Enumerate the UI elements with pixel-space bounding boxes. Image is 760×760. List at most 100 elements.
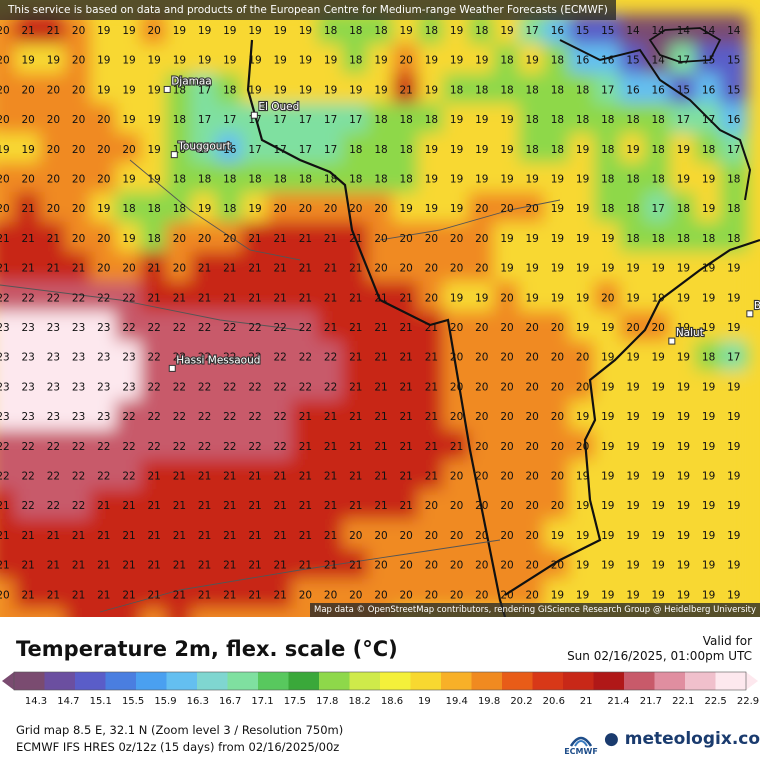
ecmwf-logo[interactable]: ECMWF	[563, 728, 599, 756]
temperature-value: 23	[47, 322, 60, 334]
ecmwf-logo-icon	[569, 736, 593, 747]
field-cell	[266, 43, 294, 76]
field-cell	[594, 459, 622, 492]
temperature-value: 19	[299, 84, 312, 96]
field-cell	[569, 222, 597, 254]
temperature-value: 20	[22, 84, 35, 96]
temperature-value: 20	[450, 263, 463, 275]
field-cell	[140, 608, 168, 617]
field-cell	[342, 73, 370, 106]
field-cell	[569, 311, 597, 343]
field-cell	[291, 192, 319, 225]
color-scale-segment	[288, 672, 320, 690]
temperature-value: 19	[450, 174, 463, 186]
temperature-value: 18	[173, 84, 186, 96]
field-cell	[619, 340, 647, 373]
color-scale-segment	[227, 672, 259, 690]
temperature-value: 18	[223, 203, 236, 215]
temperature-value: 18	[626, 114, 639, 126]
temperature-value: 20	[526, 322, 539, 334]
field-cell	[468, 162, 496, 195]
temperature-value: 18	[652, 144, 665, 156]
field-cell	[216, 103, 244, 135]
temperature-value: 19	[601, 530, 614, 542]
field-cell	[619, 311, 647, 343]
temperature-value: 20	[526, 352, 539, 364]
temperature-value: 20	[72, 233, 85, 245]
temperature-value: 19	[677, 144, 690, 156]
temperature-value: 21	[299, 500, 312, 512]
temperature-value: 15	[727, 55, 740, 67]
field-cell	[90, 73, 118, 106]
field-cell	[518, 340, 546, 373]
field-cell	[14, 103, 42, 135]
temperature-value: 19	[526, 263, 539, 275]
field-cell	[140, 400, 168, 432]
temperature-value: 19	[652, 292, 665, 304]
temperature-value: 20	[425, 560, 438, 572]
field-cell	[115, 608, 143, 617]
map-attribution[interactable]: Map data © OpenStreetMap contributors, r…	[310, 603, 760, 617]
temperature-value: 20	[97, 263, 110, 275]
temperature-value: 18	[626, 174, 639, 186]
temperature-value: 22	[223, 352, 236, 364]
temperature-value: 21	[173, 530, 186, 542]
temperature-value: 21	[374, 441, 387, 453]
field-cell	[191, 73, 219, 106]
field-cell	[165, 429, 193, 462]
temperature-value: 19	[727, 560, 740, 572]
scale-tick-label: 15.5	[121, 696, 145, 707]
field-cell	[644, 192, 672, 225]
field-cell	[417, 340, 445, 373]
temperature-value: 19	[122, 114, 135, 126]
temperature-value: 18	[173, 174, 186, 186]
scale-max-arrow-icon	[746, 672, 758, 690]
field-cell	[165, 222, 193, 254]
field-cell	[90, 192, 118, 225]
color-scale-segment	[44, 672, 76, 690]
temperature-value: 21	[173, 560, 186, 572]
temperature-value: 21	[274, 560, 287, 572]
temperature-value: 23	[97, 411, 110, 423]
field-cell	[216, 281, 244, 314]
field-cell	[291, 489, 319, 522]
weather-map[interactable]: 20 21 21 20 19 19 20 19 19 19 19 19 19 18 18 18 19 18 19 18…	[0, 0, 760, 617]
temperature-value: 20	[425, 292, 438, 304]
field-cell	[191, 43, 219, 76]
temperature-value: 22	[47, 500, 60, 512]
field-cell	[191, 162, 219, 195]
temperature-value: 18	[374, 174, 387, 186]
temperature-value: 19	[702, 381, 715, 393]
temperature-value: 20	[47, 174, 60, 186]
field-cell	[493, 192, 521, 225]
brand-logo[interactable]: ● meteologix.com	[604, 729, 760, 749]
field-cell	[39, 459, 67, 492]
field-cell	[468, 222, 496, 254]
temperature-value: 19	[248, 84, 261, 96]
color-scale-segment	[197, 672, 228, 690]
temperature-value: 21	[22, 233, 35, 245]
temperature-value: 19	[702, 471, 715, 483]
map-canvas[interactable]: 20 21 21 20 19 19 20 19 19 19 19 19 19 18 18 18 19 18 19 18…	[0, 0, 760, 617]
city-label: Djamaa	[171, 75, 212, 87]
temperature-value: 19	[576, 322, 589, 334]
field-cell	[644, 489, 672, 522]
scale-min-arrow-icon	[2, 672, 14, 690]
temperature-value: 21	[374, 292, 387, 304]
temperature-value: 19	[223, 55, 236, 67]
temperature-value: 16	[626, 84, 640, 96]
temperature-value: 14	[626, 25, 640, 37]
temperature-value: 21	[299, 263, 312, 275]
field-cell	[191, 548, 219, 581]
temperature-value: 19	[626, 560, 639, 572]
field-cell	[644, 222, 672, 254]
field-cell	[317, 519, 345, 551]
field-cell	[543, 222, 571, 254]
temperature-value: 20	[72, 55, 85, 67]
field-cell	[695, 73, 723, 106]
temperature-value: 19	[299, 25, 312, 37]
field-cell	[140, 548, 168, 581]
temperature-value: 22	[47, 441, 60, 453]
temperature-value: 21	[72, 263, 85, 275]
field-cell	[518, 222, 546, 254]
